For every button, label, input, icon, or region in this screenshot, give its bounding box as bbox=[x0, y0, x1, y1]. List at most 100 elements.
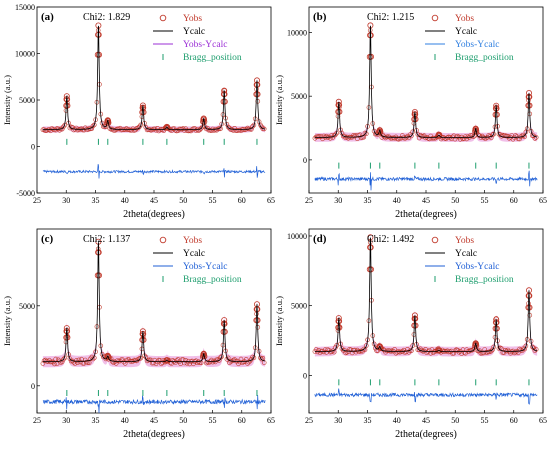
x-tick-label: 40 bbox=[121, 196, 129, 205]
yobs-band bbox=[42, 22, 266, 133]
yobs-point bbox=[249, 356, 254, 362]
panel-a: 25 30 35 40 45 50 55 60 65 -5000 0 5000 10000 15000 2t… bbox=[2, 3, 275, 220]
yobs-point bbox=[522, 346, 527, 352]
x-tick-label: 35 bbox=[364, 416, 372, 425]
yobs-point bbox=[501, 350, 507, 355]
yobs-point bbox=[240, 360, 245, 366]
yobs-point bbox=[491, 344, 497, 350]
legend-ycalc-label: Ycalc bbox=[455, 249, 477, 259]
x-tick-label: 55 bbox=[481, 196, 489, 205]
x-axis-label: 2theta(degrees) bbox=[395, 209, 457, 220]
x-tick-label: 35 bbox=[92, 416, 100, 425]
yobs-point bbox=[198, 126, 204, 131]
x-tick-label: 30 bbox=[62, 196, 70, 205]
yobs-point bbox=[477, 348, 482, 354]
legend-diff-label: Yobs-Ycalc bbox=[455, 40, 499, 50]
legend: Yobs Ycalc Yobs-Ycalc Bragg_position bbox=[425, 236, 514, 285]
x-axis-label: 2theta(degrees) bbox=[123, 209, 185, 220]
legend: Yobs Ycalc Yobs-Ycalc Bragg_position bbox=[425, 14, 514, 63]
x-tick-label: 30 bbox=[334, 416, 342, 425]
y-tick-label: 0 bbox=[303, 371, 307, 380]
yobs-peak-point bbox=[436, 132, 443, 139]
x-tick-label: 55 bbox=[209, 416, 217, 425]
yobs-point bbox=[380, 133, 386, 138]
x-tick-label: 65 bbox=[539, 196, 547, 205]
yobs-point bbox=[92, 122, 97, 128]
legend-yobs-marker bbox=[431, 236, 439, 244]
x-tick-label: 60 bbox=[238, 416, 246, 425]
yobs-point bbox=[261, 126, 267, 132]
legend-bragg-label: Bragg_position bbox=[183, 275, 242, 285]
x-tick-label: 25 bbox=[305, 196, 313, 205]
y-tick-label: 0 bbox=[303, 156, 307, 165]
yobs-point bbox=[219, 121, 224, 127]
difference-line bbox=[42, 164, 266, 179]
yobs-point bbox=[403, 349, 409, 355]
yobs-point bbox=[251, 122, 257, 128]
x-tick-label: 50 bbox=[179, 196, 187, 205]
ycalc-line bbox=[314, 25, 538, 138]
x-tick-label: 30 bbox=[62, 416, 70, 425]
plot-frame bbox=[36, 228, 272, 414]
chi-label: Chi2: 1.492 bbox=[367, 234, 414, 245]
yobs-point bbox=[246, 359, 252, 365]
panel-label: (c) bbox=[41, 233, 54, 245]
x-axis-label: 2theta(degrees) bbox=[395, 429, 457, 440]
legend: Yobs Ycalc Yobs-Ycalc Bragg_position bbox=[153, 14, 242, 63]
y-tick-label: -5000 bbox=[16, 189, 35, 198]
legend-yobs-label: Yobs bbox=[455, 236, 474, 246]
yobs-point bbox=[363, 343, 369, 348]
plot-frame bbox=[308, 6, 544, 194]
yobs-point bbox=[250, 124, 255, 129]
yobs-point bbox=[182, 360, 187, 366]
y-axis-label: Intensity (a.u.) bbox=[2, 296, 12, 346]
yobs-peak-point bbox=[105, 354, 112, 361]
legend-bragg-label: Bragg_position bbox=[455, 275, 514, 285]
yobs-point bbox=[430, 350, 436, 355]
yobs-point bbox=[456, 349, 462, 355]
yobs-point bbox=[409, 133, 414, 139]
yobs-peak-point bbox=[201, 352, 208, 359]
yobs-point bbox=[312, 136, 318, 141]
yobs-point bbox=[225, 124, 231, 130]
x-tick-label: 45 bbox=[150, 416, 158, 425]
yobs-point bbox=[75, 360, 80, 365]
yobs-point bbox=[316, 134, 322, 139]
legend-diff-label: Yobs-Ycalc bbox=[183, 40, 227, 50]
yobs-point bbox=[523, 343, 529, 349]
legend-yobs-marker bbox=[159, 14, 167, 22]
yobs-point bbox=[372, 131, 378, 137]
plot-frame bbox=[308, 228, 544, 414]
yobs-point bbox=[513, 349, 518, 355]
panel-label: (b) bbox=[313, 11, 327, 23]
legend-ycalc-label: Ycalc bbox=[183, 27, 205, 37]
panel-label: (a) bbox=[41, 11, 54, 23]
yobs-point bbox=[505, 347, 511, 353]
x-tick-label: 55 bbox=[209, 196, 217, 205]
ycalc-line bbox=[42, 242, 266, 363]
chi-label: Chi2: 1.215 bbox=[367, 12, 414, 23]
yobs-point bbox=[482, 136, 488, 141]
legend-diff-label: Yobs-Ycalc bbox=[183, 262, 227, 272]
yobs-point bbox=[464, 136, 470, 142]
y-tick-label: 10000 bbox=[287, 232, 307, 241]
y-tick-label: 5000 bbox=[291, 302, 307, 311]
panel-d: 25 30 35 40 45 50 55 60 65 0 5000 10000 2theta(degre… bbox=[274, 228, 547, 440]
difference-line bbox=[314, 170, 538, 191]
x-tick-label: 25 bbox=[33, 416, 41, 425]
x-tick-label: 25 bbox=[305, 416, 313, 425]
x-tick-label: 50 bbox=[451, 416, 459, 425]
x-tick-label: 40 bbox=[393, 196, 401, 205]
yobs-band bbox=[314, 232, 538, 357]
x-tick-label: 65 bbox=[539, 416, 547, 425]
x-tick-label: 45 bbox=[422, 196, 430, 205]
yobs-point bbox=[197, 360, 203, 366]
x-tick-label: 60 bbox=[510, 196, 518, 205]
yobs-peak-point bbox=[164, 124, 171, 131]
legend: Yobs Ycalc Yobs-Ycalc Bragg_position bbox=[153, 236, 242, 285]
yobs-point bbox=[329, 349, 334, 355]
x-tick-label: 60 bbox=[510, 416, 518, 425]
yobs-point bbox=[227, 125, 232, 131]
legend-bragg-label: Bragg_position bbox=[183, 53, 242, 63]
